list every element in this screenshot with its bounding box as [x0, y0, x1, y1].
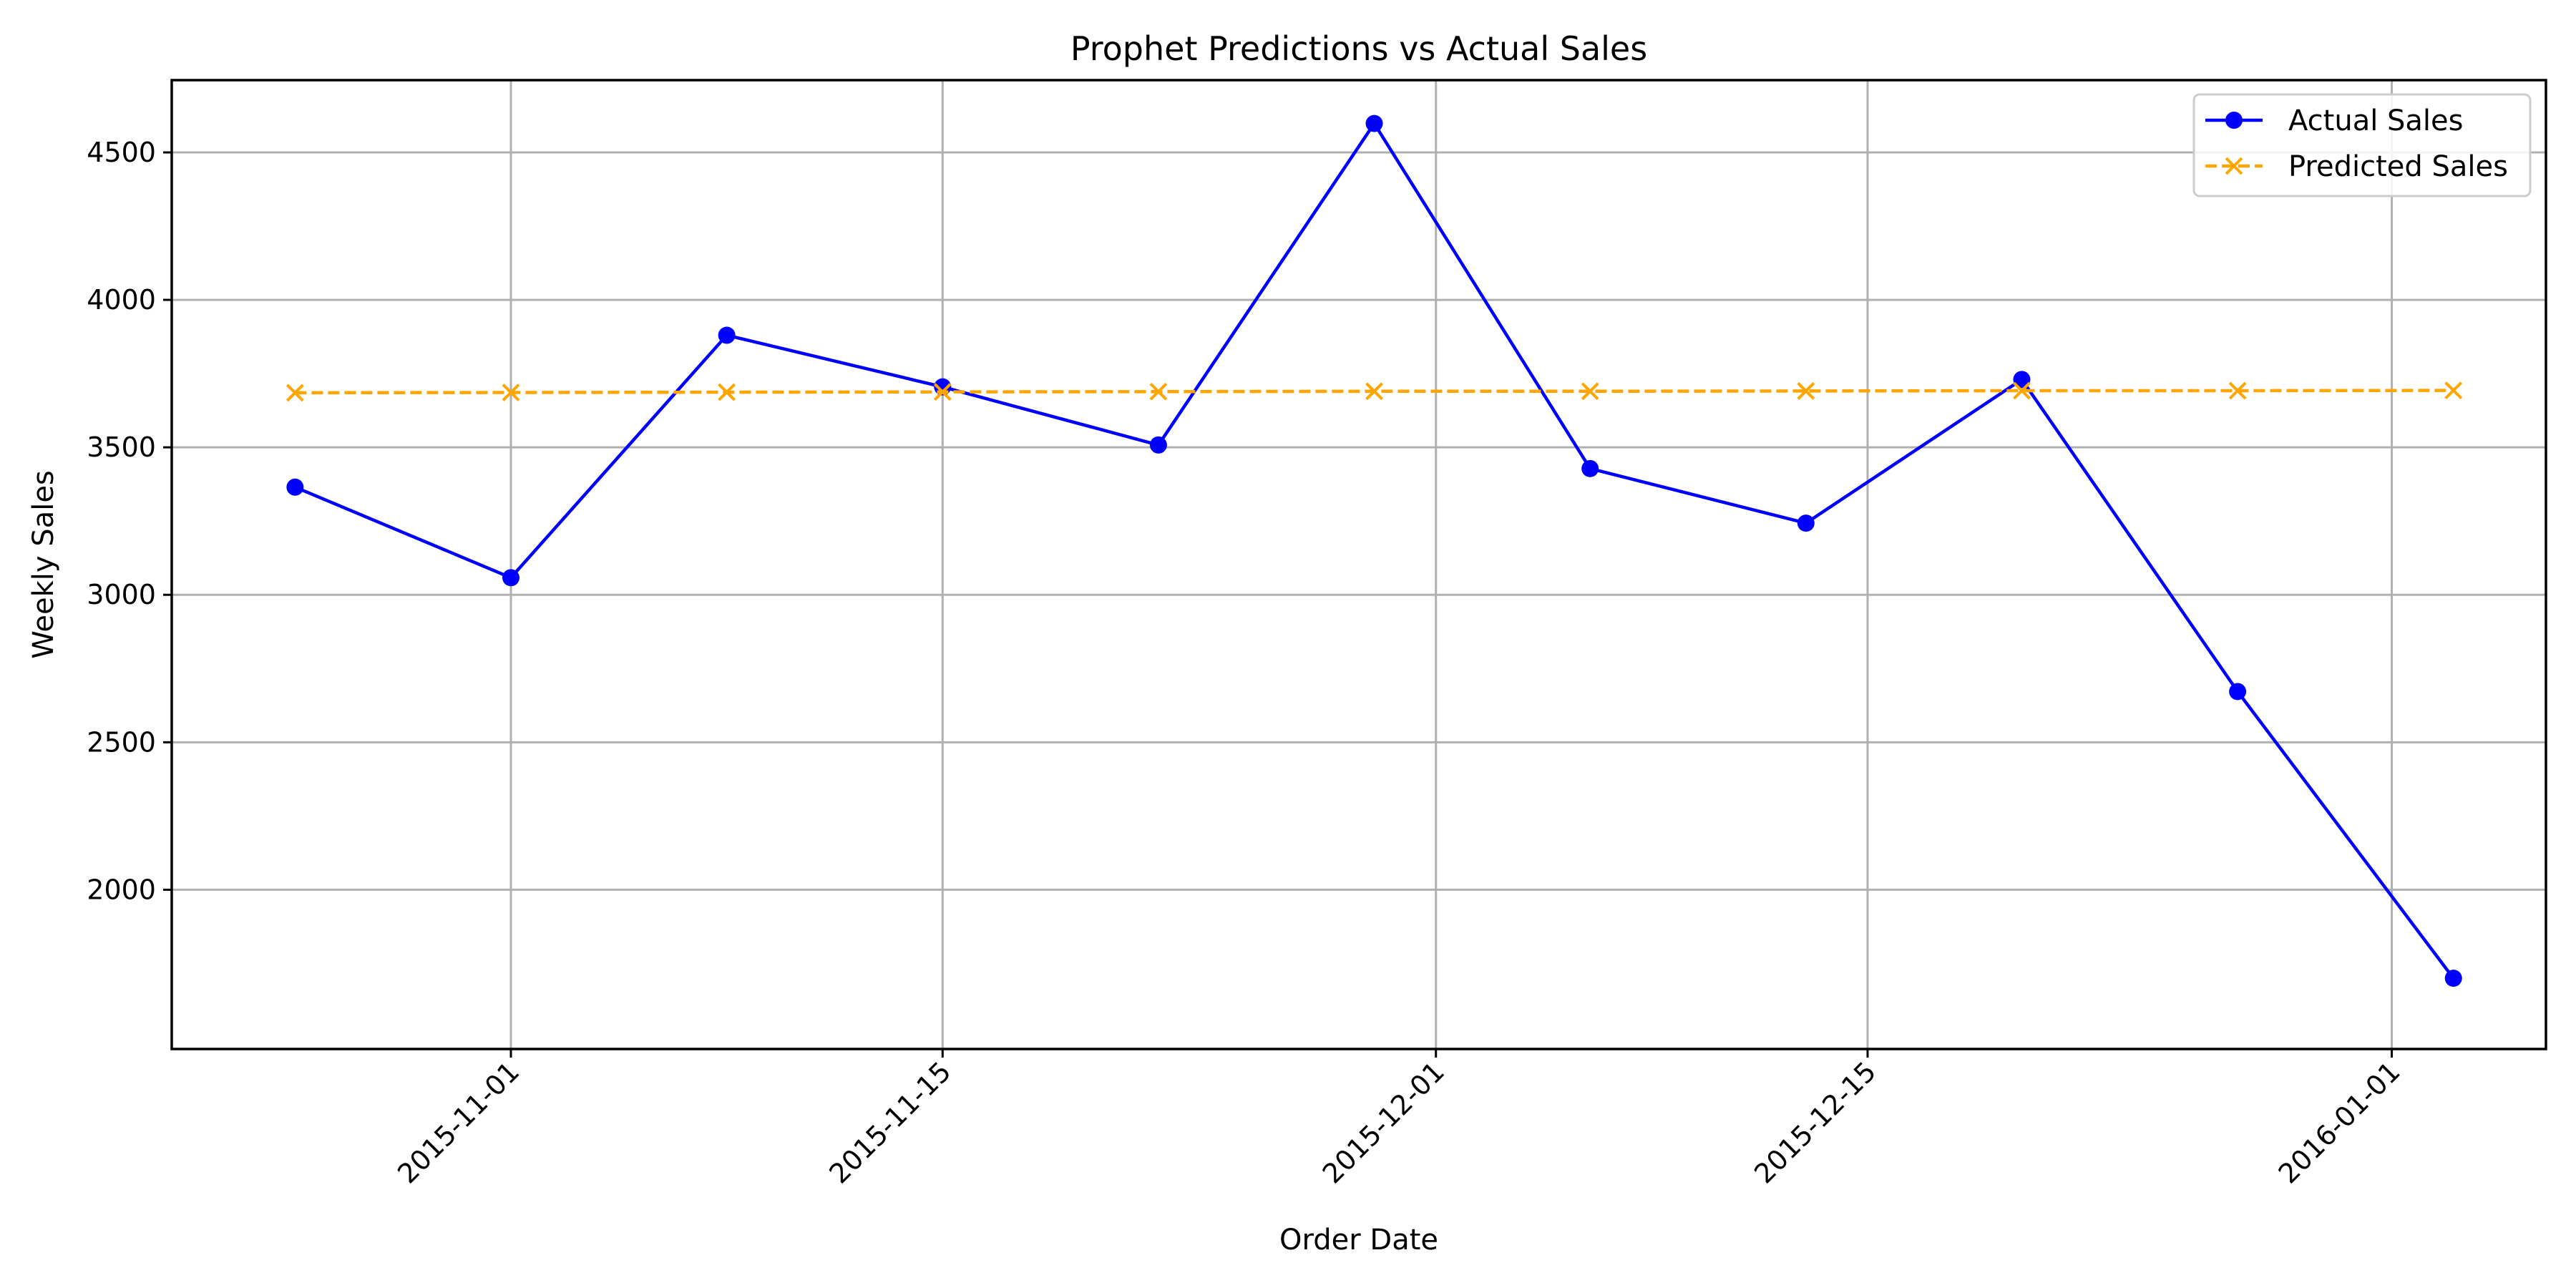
y-axis-label: Weekly Sales: [27, 470, 60, 659]
predicted-sales-point: [1149, 382, 1168, 401]
predicted-sales-point: [502, 384, 520, 401]
series-actual-sales: [286, 114, 2462, 987]
predicted-sales-point: [2444, 381, 2463, 400]
actual-sales-point: [2013, 371, 2031, 389]
plot-frame: [170, 79, 2547, 1050]
predicted-sales-point: [1581, 382, 1599, 401]
predicted-sales-point: [2013, 381, 2031, 400]
y-tick-label: 2500: [87, 726, 156, 758]
actual-sales-point: [502, 569, 519, 587]
predicted-sales-point: [2228, 381, 2247, 400]
predicted-sales-point: [718, 383, 736, 401]
predicted-sales-point: [286, 384, 304, 402]
actual-sales-point: [718, 326, 736, 344]
series-layer: [286, 114, 2463, 987]
legend-box: [2192, 93, 2532, 197]
y-tick-label: 4500: [87, 137, 156, 168]
actual-sales-point: [2229, 683, 2247, 701]
predicted-sales-point: [1365, 382, 1383, 401]
legend: Actual Sales Predicted Sales: [2192, 93, 2532, 197]
y-tick-label: 3500: [87, 431, 156, 463]
actual-sales-point: [1365, 114, 1383, 132]
legend-marker-predicted: [2225, 157, 2243, 175]
grid: [172, 80, 2546, 1049]
y-tick-label: 3000: [87, 579, 156, 610]
actual-sales-point: [1581, 459, 1599, 477]
actual-sales-point: [1149, 436, 1167, 454]
x-axis-label: Order Date: [1279, 1224, 1438, 1257]
predicted-sales-point: [1797, 382, 1815, 400]
actual-sales-point: [286, 478, 304, 496]
predicted-sales-point: [933, 383, 952, 401]
legend-label-actual: Actual Sales: [2288, 104, 2464, 137]
legend-marker-actual: [2225, 112, 2243, 129]
legend-label-predicted: Predicted Sales: [2288, 150, 2508, 183]
chart-title: Prophet Predictions vs Actual Sales: [1070, 29, 1647, 68]
series-predicted-sales: [286, 381, 2463, 402]
y-tick-label: 4000: [87, 284, 156, 316]
y-tick-label: 2000: [87, 874, 156, 905]
actual-sales-point: [1797, 514, 1815, 532]
actual-sales-point: [2444, 970, 2462, 987]
